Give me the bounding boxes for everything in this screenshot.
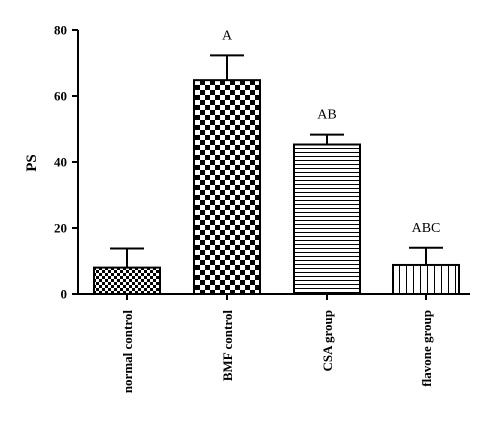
error-bars [110, 54, 443, 268]
y-tick-label: 60 [54, 89, 67, 104]
x-category-label: normal control [120, 310, 135, 394]
x-category-label: flavone group [419, 310, 434, 387]
significance-label: ABC [412, 221, 441, 236]
y-axis-ticks: 0 20 40 60 80 [54, 23, 78, 302]
bar [93, 266, 161, 296]
y-tick-label: 80 [54, 23, 67, 38]
x-axis-category-labels: normal control BMF control CSA group flavon… [120, 310, 434, 394]
bar [293, 143, 361, 295]
y-tick-label: 20 [54, 221, 67, 236]
y-tick-label: 0 [61, 287, 68, 302]
significance-annotations: A AB ABC [222, 28, 440, 235]
significance-label: AB [317, 108, 336, 123]
y-tick-label: 40 [54, 155, 67, 170]
y-axis-title: PS [24, 154, 40, 172]
bar [392, 263, 460, 295]
x-category-label: BMF control [220, 310, 235, 382]
bars [93, 79, 460, 296]
axes [77, 30, 470, 300]
bar [193, 79, 261, 295]
significance-label: A [222, 28, 233, 43]
x-category-label: CSA group [320, 310, 335, 372]
